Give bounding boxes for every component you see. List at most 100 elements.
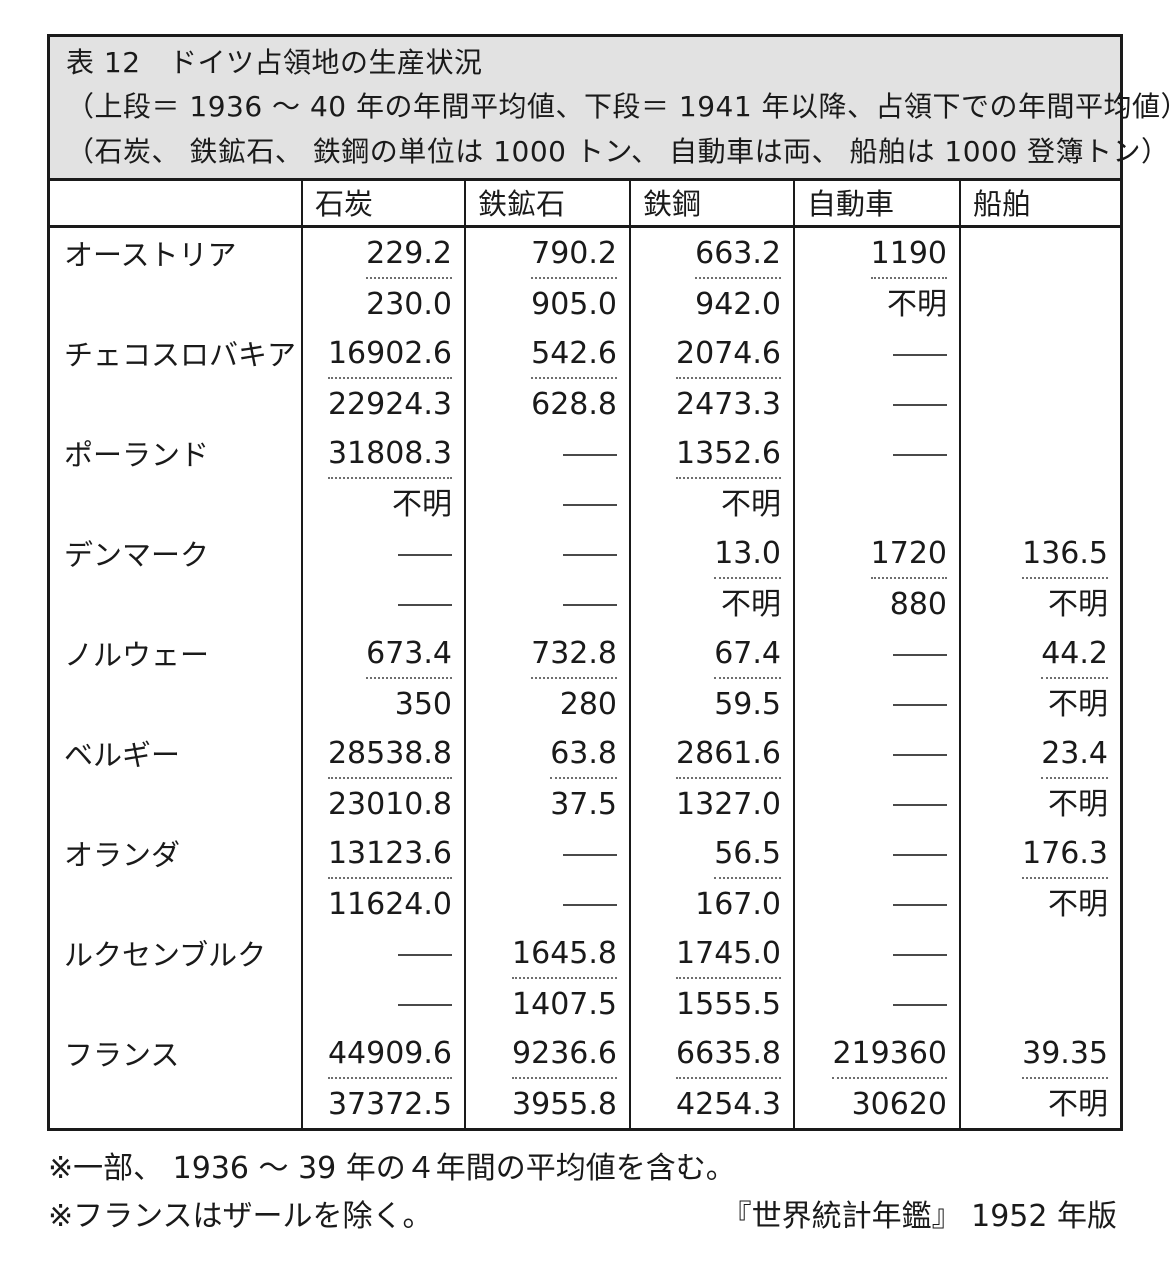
no-data-dash (893, 454, 947, 456)
column-header-automobiles: 自動車 (793, 181, 959, 228)
data-cell (959, 428, 1120, 528)
no-data-dash (398, 954, 452, 956)
value-lower: 不明 (721, 587, 781, 622)
data-cell (793, 828, 959, 928)
table-title: 表 12 ドイツ占領地の生産状況 (66, 46, 483, 80)
value-lower: 4254.3 (676, 1087, 781, 1122)
data-cell: 16902.6 22924.3 (301, 328, 464, 428)
value-lower: 11624.0 (327, 887, 452, 922)
data-cell: 1352.6 不明 (629, 428, 793, 528)
no-data-dash (893, 704, 947, 706)
data-cell: 56.5 167.0 (629, 828, 793, 928)
country-name: ポーランド (64, 438, 210, 472)
value-upper: 542.6 (531, 337, 617, 379)
value-lower: 3955.8 (512, 1087, 617, 1122)
no-data-dash (893, 354, 947, 356)
footnote-france-saar: ※フランスはザールを除く。 (48, 1199, 433, 1234)
data-cell (464, 428, 629, 528)
no-data-dash (893, 954, 947, 956)
value-upper: 1745.0 (676, 937, 781, 979)
value-lower: 不明 (1048, 587, 1108, 622)
footnote-partial-average: ※一部、 1936 〜 39 年の４年間の平均値を含む。 (48, 1151, 736, 1186)
country-name: チェコスロバキア (64, 338, 297, 372)
table-12-panel: 表 12 ドイツ占領地の生産状況 （上段＝ 1936 〜 40 年の年間平均値、… (47, 34, 1170, 1131)
country-name: フランス (64, 1038, 180, 1072)
no-data-dash (893, 904, 947, 906)
value-upper: 16902.6 (327, 337, 452, 379)
value-lower: 不明 (1048, 1087, 1108, 1122)
data-cell: 176.3 不明 (959, 828, 1120, 928)
data-cell: 44909.6 37372.5 (301, 1028, 464, 1128)
value-lower: 230.0 (366, 287, 452, 322)
data-cell: 1645.8 1407.5 (464, 928, 629, 1028)
data-cell (464, 528, 629, 628)
data-cell: 790.2 905.0 (464, 228, 629, 328)
no-data-dash (398, 1004, 452, 1006)
production-table: 石炭 鉄鉱石 鉄鋼 自動車 船舶 オーストリア 229.2 230.0 790.2 90… (50, 181, 1120, 1128)
data-cell (959, 928, 1120, 1028)
country-name: ベルギー (64, 738, 181, 772)
value-upper: 13123.6 (327, 837, 452, 879)
no-data-dash (893, 754, 947, 756)
value-lower: 942.0 (695, 287, 781, 322)
country-name: ノルウェー (64, 638, 210, 672)
value-lower: 905.0 (531, 287, 617, 322)
row-country-cell: ベルギー (50, 728, 301, 828)
value-upper: 219360 (832, 1037, 947, 1079)
value-lower: 不明 (887, 287, 947, 322)
value-lower: 167.0 (695, 887, 781, 922)
value-upper: 790.2 (531, 237, 617, 279)
value-lower: 37372.5 (327, 1087, 452, 1122)
data-cell: 13.0 不明 (629, 528, 793, 628)
value-lower: 1555.5 (676, 987, 781, 1022)
value-upper: 176.3 (1022, 837, 1108, 879)
no-data-dash (893, 854, 947, 856)
value-lower: 280 (559, 687, 617, 722)
value-upper: 56.5 (714, 837, 781, 879)
value-lower: 30620 (851, 1087, 947, 1122)
no-data-dash (563, 904, 617, 906)
data-cell: 63.8 37.5 (464, 728, 629, 828)
value-lower: 59.5 (714, 687, 781, 722)
no-data-dash (563, 854, 617, 856)
data-cell: 663.2 942.0 (629, 228, 793, 328)
value-lower: 37.5 (550, 787, 617, 822)
table-subtitle-rows-note: （上段＝ 1936 〜 40 年の年間平均値、下段＝ 1941 年以降、占領下で… (66, 90, 1170, 124)
column-header-ships: 船舶 (959, 181, 1120, 228)
column-header-empty (50, 181, 301, 228)
data-cell: 39.35 不明 (959, 1028, 1120, 1128)
value-lower: 1407.5 (512, 987, 617, 1022)
no-data-dash (398, 554, 452, 556)
row-country-cell: オーストリア (50, 228, 301, 328)
value-upper: 6635.8 (676, 1037, 781, 1079)
data-cell (793, 428, 959, 528)
value-upper: 67.4 (714, 637, 781, 679)
data-cell: 542.6 628.8 (464, 328, 629, 428)
data-cell: 732.8 280 (464, 628, 629, 728)
no-data-dash (893, 804, 947, 806)
value-upper: 663.2 (695, 237, 781, 279)
value-upper: 13.0 (714, 537, 781, 579)
value-upper: 28538.8 (327, 737, 452, 779)
source-citation: 『世界統計年鑑』 1952 年版 (721, 1199, 1117, 1234)
no-data-dash (893, 404, 947, 406)
value-upper: 229.2 (366, 237, 452, 279)
value-lower: 1327.0 (676, 787, 781, 822)
data-cell: 13123.6 11624.0 (301, 828, 464, 928)
value-upper: 2074.6 (676, 337, 781, 379)
value-lower: 628.8 (531, 387, 617, 422)
value-lower: 不明 (721, 487, 781, 522)
value-lower: 2473.3 (676, 387, 781, 422)
data-cell (464, 828, 629, 928)
no-data-dash (398, 604, 452, 606)
data-cell: 2074.6 2473.3 (629, 328, 793, 428)
footnote-row: ※フランスはザールを除く。 『世界統計年鑑』 1952 年版 (48, 1198, 1117, 1236)
value-upper: 136.5 (1022, 537, 1108, 579)
row-country-cell: チェコスロバキア (50, 328, 301, 428)
row-country-cell: フランス (50, 1028, 301, 1128)
column-header-coal: 石炭 (301, 181, 464, 228)
no-data-dash (563, 454, 617, 456)
data-cell: 67.4 59.5 (629, 628, 793, 728)
data-cell: 31808.3 不明 (301, 428, 464, 528)
no-data-dash (893, 654, 947, 656)
